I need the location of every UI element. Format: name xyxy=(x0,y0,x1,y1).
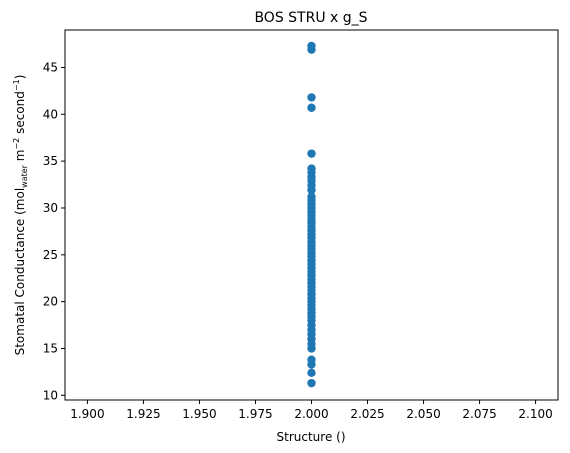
y-tick-label: 45 xyxy=(43,60,58,74)
y-tick-label: 30 xyxy=(43,201,58,215)
y-axis-label-prefix: Stomatal Conductance (mol xyxy=(13,188,27,356)
x-tick-label: 1.900 xyxy=(70,407,104,421)
y-tick-label: 40 xyxy=(43,107,58,121)
data-point xyxy=(307,149,316,158)
y-tick-label: 25 xyxy=(43,248,58,262)
y-tick-label: 15 xyxy=(43,341,58,355)
y-tick-label: 10 xyxy=(43,388,58,402)
data-point xyxy=(307,378,316,388)
x-axis-label: Structure () xyxy=(277,430,346,444)
data-point xyxy=(307,368,316,378)
points-layer xyxy=(307,41,316,388)
y-tick-label: 20 xyxy=(43,295,58,309)
x-tick-label: 2.075 xyxy=(462,407,496,421)
y-axis-label-suffix: ) xyxy=(13,75,27,80)
y-axis-label-sup2: −1 xyxy=(12,79,21,91)
y-axis-label-subscript: water xyxy=(20,164,29,188)
x-tick-label: 1.950 xyxy=(182,407,216,421)
x-tick-label: 1.975 xyxy=(238,407,272,421)
data-point xyxy=(307,93,316,102)
x-tick-label: 2.000 xyxy=(294,407,328,421)
data-point xyxy=(307,185,316,195)
x-axis: 1.900 1.925 1.950 1.975 2.000 2.025 2.050 2.075… xyxy=(70,400,553,421)
chart-title: BOS STRU x g_S xyxy=(254,10,367,26)
y-axis-label-mid1: m xyxy=(13,150,27,166)
x-tick-label: 2.100 xyxy=(518,407,552,421)
y-axis-label-sup1: −2 xyxy=(12,138,21,150)
x-tick-label: 2.050 xyxy=(406,407,440,421)
data-point xyxy=(307,45,316,54)
x-tick-label: 1.925 xyxy=(126,407,160,421)
data-point xyxy=(307,344,316,353)
y-axis: 10 15 20 25 30 35 40 45 xyxy=(43,60,65,402)
data-point xyxy=(307,360,316,369)
y-tick-label: 35 xyxy=(43,154,58,168)
y-axis-label-mid2: second xyxy=(13,91,27,138)
data-point xyxy=(307,103,316,112)
x-tick-label: 2.025 xyxy=(350,407,384,421)
y-axis-label: Stomatal Conductance (molwater m−2 secon… xyxy=(12,75,29,356)
